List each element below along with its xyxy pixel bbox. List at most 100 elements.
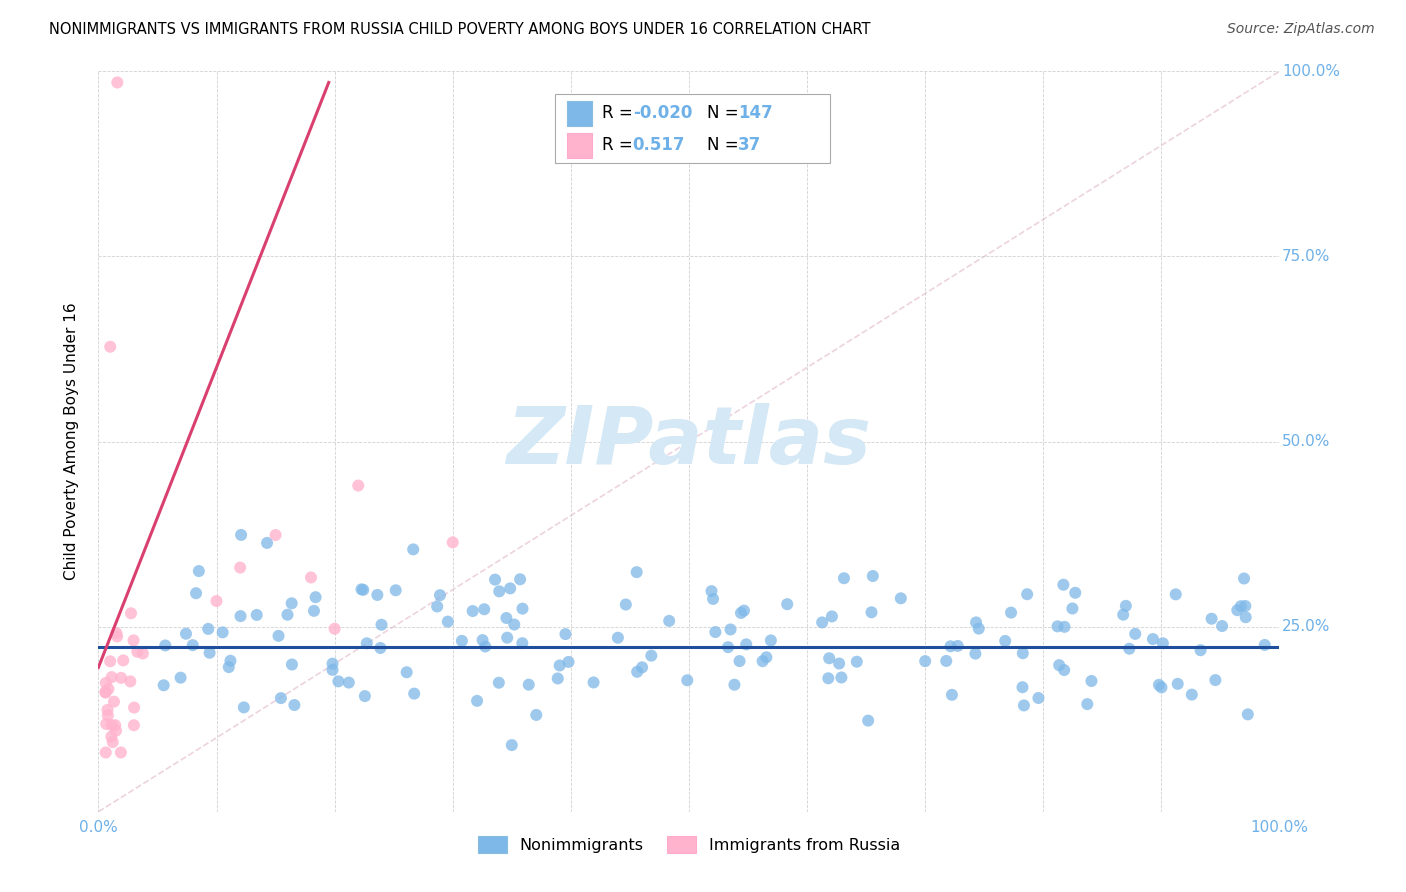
Point bbox=[499, 582, 522, 596]
Point bbox=[132, 647, 155, 661]
Point bbox=[676, 673, 699, 688]
Point bbox=[120, 607, 142, 621]
Point bbox=[817, 671, 839, 685]
Point bbox=[101, 735, 124, 749]
Point bbox=[429, 588, 451, 602]
Text: R =: R = bbox=[602, 104, 638, 122]
Point bbox=[828, 657, 851, 671]
Point bbox=[127, 645, 149, 659]
Point bbox=[967, 622, 990, 636]
Point bbox=[471, 633, 494, 648]
Point bbox=[246, 607, 269, 622]
Point bbox=[862, 569, 884, 583]
Point bbox=[94, 685, 117, 699]
Point bbox=[321, 657, 343, 671]
Text: 25.0%: 25.0% bbox=[1282, 619, 1330, 634]
Point bbox=[965, 647, 987, 661]
Point bbox=[122, 633, 145, 648]
Point bbox=[304, 590, 326, 604]
Point bbox=[276, 607, 298, 622]
Point bbox=[941, 688, 963, 702]
Point bbox=[97, 708, 120, 723]
Point bbox=[270, 691, 292, 706]
Point bbox=[503, 617, 526, 632]
Point bbox=[384, 583, 406, 598]
Point bbox=[1017, 587, 1039, 601]
Point bbox=[461, 604, 484, 618]
Point bbox=[1204, 673, 1226, 687]
Point bbox=[232, 700, 254, 714]
Point bbox=[626, 565, 648, 579]
Point bbox=[1167, 677, 1189, 691]
Point bbox=[1012, 698, 1035, 713]
Point bbox=[350, 582, 373, 597]
Point bbox=[554, 627, 576, 641]
Point bbox=[509, 572, 531, 586]
Point bbox=[229, 528, 252, 542]
Point bbox=[1164, 587, 1187, 601]
Point bbox=[426, 599, 449, 614]
Text: Source: ZipAtlas.com: Source: ZipAtlas.com bbox=[1227, 22, 1375, 37]
Point bbox=[640, 648, 662, 663]
Point bbox=[1080, 673, 1102, 688]
Point bbox=[94, 685, 117, 699]
Point bbox=[110, 671, 132, 685]
Point bbox=[122, 700, 145, 714]
Point bbox=[631, 660, 654, 674]
Point bbox=[323, 622, 346, 636]
Text: -0.020: -0.020 bbox=[633, 104, 692, 122]
Point bbox=[104, 718, 127, 732]
Point bbox=[356, 636, 378, 650]
Legend: Nonimmigrants, Immigrants from Russia: Nonimmigrants, Immigrants from Russia bbox=[471, 830, 907, 859]
Point bbox=[1147, 678, 1170, 692]
Point bbox=[512, 601, 534, 615]
Point bbox=[1046, 619, 1069, 633]
Point bbox=[187, 564, 209, 578]
Point bbox=[474, 640, 496, 654]
Point bbox=[759, 633, 782, 648]
Point bbox=[302, 604, 325, 618]
Text: 0.517: 0.517 bbox=[633, 136, 685, 154]
Point bbox=[101, 718, 124, 732]
Point bbox=[700, 584, 723, 599]
Point bbox=[472, 602, 495, 616]
Point bbox=[1118, 641, 1140, 656]
Point bbox=[914, 654, 936, 668]
Point bbox=[1189, 643, 1212, 657]
Point bbox=[105, 723, 128, 738]
Point bbox=[98, 654, 121, 668]
Point bbox=[105, 626, 128, 640]
Point bbox=[181, 638, 204, 652]
Point bbox=[717, 640, 740, 655]
Point bbox=[155, 639, 177, 653]
Point bbox=[1181, 688, 1204, 702]
Point bbox=[112, 653, 135, 667]
Point bbox=[337, 675, 360, 690]
Point bbox=[122, 718, 145, 732]
Point bbox=[98, 340, 121, 354]
Point bbox=[856, 714, 879, 728]
Point bbox=[702, 591, 724, 606]
Point bbox=[735, 637, 758, 651]
Point bbox=[1028, 691, 1050, 706]
Point bbox=[1062, 601, 1084, 615]
Point bbox=[517, 678, 540, 692]
Point bbox=[280, 596, 302, 610]
Point bbox=[152, 678, 174, 692]
Point bbox=[256, 536, 278, 550]
Text: 50.0%: 50.0% bbox=[1282, 434, 1330, 449]
Point bbox=[1064, 586, 1087, 600]
Point bbox=[96, 717, 118, 731]
Point bbox=[354, 689, 377, 703]
Point bbox=[94, 746, 117, 760]
Point bbox=[946, 639, 969, 653]
Point bbox=[283, 698, 305, 712]
Point bbox=[548, 658, 571, 673]
Point bbox=[501, 738, 523, 752]
Point bbox=[755, 650, 778, 665]
Point bbox=[832, 571, 855, 585]
Point bbox=[510, 636, 533, 650]
Point bbox=[821, 609, 844, 624]
Point bbox=[1226, 603, 1249, 617]
Point bbox=[174, 626, 197, 640]
